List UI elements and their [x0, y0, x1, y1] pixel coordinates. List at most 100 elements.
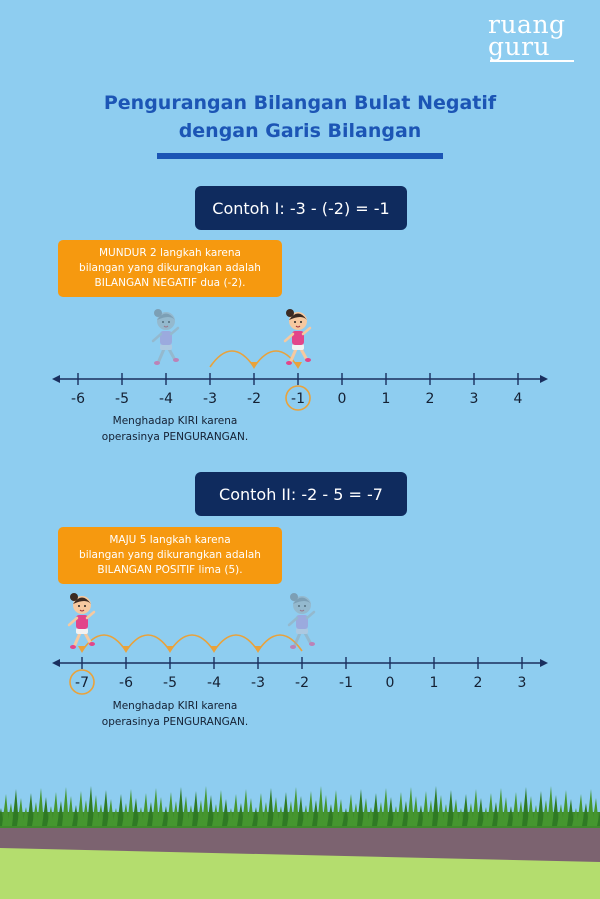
grass-blade	[117, 794, 124, 826]
grass-blade	[452, 799, 459, 826]
kid-shoe	[173, 358, 179, 362]
kid-eye	[300, 321, 302, 323]
logo-underline	[490, 60, 574, 62]
grass-blade	[462, 794, 469, 826]
example-2-note-line2: bilangan yang dikurangkan adalah	[79, 549, 261, 561]
grass-blade	[297, 796, 304, 826]
kid-mouth	[163, 325, 169, 328]
grass-blade	[2, 794, 9, 826]
example-2-equation: Contoh II: -2 - 5 = -7	[219, 484, 383, 504]
grass-blade	[187, 805, 194, 826]
grass-blade	[147, 802, 154, 826]
grass-blade	[167, 792, 174, 826]
grass-blade	[57, 801, 64, 826]
tick-label: 2	[426, 391, 435, 407]
kid-hair	[289, 313, 307, 320]
grass-blade	[302, 805, 309, 826]
kid-leg-back	[288, 347, 298, 365]
grass-blade	[587, 789, 594, 826]
jump-arc	[257, 634, 303, 652]
grass-blade	[242, 789, 249, 826]
number-line-arrow-left	[52, 659, 60, 667]
grass-blade	[127, 789, 134, 826]
grass-blade	[67, 796, 74, 826]
number-line-arrow-left	[52, 375, 60, 383]
grass-blade	[247, 798, 254, 826]
tick-label: -3	[251, 675, 265, 691]
grass-blade	[122, 803, 129, 826]
grass-blade	[597, 811, 600, 826]
grass-blade	[347, 794, 354, 826]
logo-text-line2: guru	[488, 32, 551, 61]
grass-blade	[197, 800, 204, 826]
grass-blade	[337, 799, 344, 826]
kid-leg-back	[72, 631, 82, 649]
example-1-caption-line2: operasinya PENGURANGAN.	[101, 431, 249, 443]
jump-arc	[169, 634, 215, 652]
grass-blade	[427, 800, 434, 826]
grass-blade	[327, 804, 334, 826]
kid-shoe	[290, 645, 296, 649]
tick-label: 1	[430, 675, 439, 691]
tick-label: -2	[295, 675, 309, 691]
grass-blade	[377, 802, 384, 826]
kid-shoe	[305, 358, 311, 362]
grass-blade	[107, 799, 114, 826]
title-underline	[157, 153, 443, 159]
grass-blade	[72, 805, 79, 826]
tick-label: -7	[75, 675, 89, 691]
kid-mouth	[299, 609, 305, 612]
grass-blade	[112, 808, 119, 826]
grass-blade	[407, 787, 414, 826]
grass-blade	[87, 786, 94, 826]
grass-blade	[467, 803, 474, 826]
ruangguru-logo: ruang guru	[488, 12, 578, 62]
example-2-number-line: -7 -6 -5 -4 -3 -2 -1 0 1 2 3	[52, 593, 548, 695]
tick-label: -2	[247, 391, 261, 407]
jump-arc	[125, 634, 171, 652]
kid-mouth	[295, 325, 301, 328]
kid-leg-front	[299, 347, 309, 362]
kid-arm	[67, 616, 79, 627]
grass-blade	[282, 792, 289, 826]
grass-blade	[387, 797, 394, 826]
jump-arc	[81, 634, 127, 652]
jump-arc	[213, 634, 259, 652]
example-1-caption-line1: Menghadap KIRI karena	[112, 415, 238, 427]
kid-shorts	[296, 628, 308, 634]
kid-ponytail	[154, 309, 162, 317]
grass-blade	[152, 788, 159, 826]
example-1-note-line2: bilangan yang dikurangkan adalah	[79, 262, 261, 274]
grass-blade	[397, 792, 404, 826]
grass-blade	[547, 786, 554, 826]
grass-blade	[542, 800, 549, 826]
kid-leg-back	[156, 347, 166, 365]
tick-label: 0	[338, 391, 347, 407]
kid-hair	[73, 597, 91, 604]
grass-blade	[227, 808, 234, 826]
grass-blade	[582, 803, 589, 826]
grass-blade	[512, 792, 519, 826]
tick-label: -1	[291, 391, 305, 407]
kid-arm	[305, 610, 316, 620]
kid-hair	[157, 313, 175, 320]
grass-blade	[277, 806, 284, 826]
tick-label: 2	[474, 675, 483, 691]
grass-blade	[102, 790, 109, 826]
grass-blade	[477, 798, 484, 826]
grass-blade	[27, 793, 34, 826]
grass-blade	[402, 801, 409, 826]
grass-blade	[497, 788, 504, 826]
kid-eye	[162, 321, 164, 323]
grass-blade	[192, 791, 199, 826]
grass-blade	[237, 803, 244, 826]
kid-arm	[169, 326, 180, 336]
jump-arrowhead	[294, 362, 302, 369]
grass-blade	[257, 793, 264, 826]
grass-blade	[422, 791, 429, 826]
grass-blade	[37, 788, 44, 826]
grass-blade	[137, 807, 144, 826]
example-1-equation-box: Contoh I: -3 - (-2) = -1	[195, 186, 407, 230]
grass-blade	[7, 803, 14, 826]
kid-eye	[168, 321, 170, 323]
